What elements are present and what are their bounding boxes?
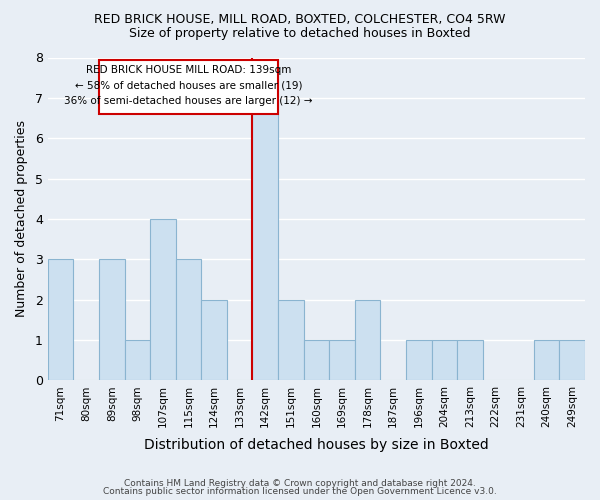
Y-axis label: Number of detached properties: Number of detached properties	[15, 120, 28, 318]
Bar	[125, 340, 150, 380]
Bar	[253, 98, 278, 380]
Bar	[304, 340, 329, 380]
Bar	[559, 340, 585, 380]
Text: Size of property relative to detached houses in Boxted: Size of property relative to detached ho…	[129, 28, 471, 40]
Text: ← 58% of detached houses are smaller (19): ← 58% of detached houses are smaller (19…	[75, 80, 302, 90]
FancyBboxPatch shape	[99, 60, 278, 114]
Bar	[99, 260, 125, 380]
Text: RED BRICK HOUSE, MILL ROAD, BOXTED, COLCHESTER, CO4 5RW: RED BRICK HOUSE, MILL ROAD, BOXTED, COLC…	[94, 12, 506, 26]
Bar	[201, 300, 227, 380]
Bar	[278, 300, 304, 380]
Bar	[329, 340, 355, 380]
Bar	[534, 340, 559, 380]
Bar	[48, 260, 73, 380]
Bar	[176, 260, 201, 380]
Bar	[150, 219, 176, 380]
Text: Contains public sector information licensed under the Open Government Licence v3: Contains public sector information licen…	[103, 487, 497, 496]
Bar	[355, 300, 380, 380]
Bar	[406, 340, 431, 380]
X-axis label: Distribution of detached houses by size in Boxted: Distribution of detached houses by size …	[144, 438, 489, 452]
Text: Contains HM Land Registry data © Crown copyright and database right 2024.: Contains HM Land Registry data © Crown c…	[124, 478, 476, 488]
Text: 36% of semi-detached houses are larger (12) →: 36% of semi-detached houses are larger (…	[64, 96, 313, 106]
Bar	[457, 340, 482, 380]
Text: RED BRICK HOUSE MILL ROAD: 139sqm: RED BRICK HOUSE MILL ROAD: 139sqm	[86, 65, 291, 75]
Bar	[431, 340, 457, 380]
